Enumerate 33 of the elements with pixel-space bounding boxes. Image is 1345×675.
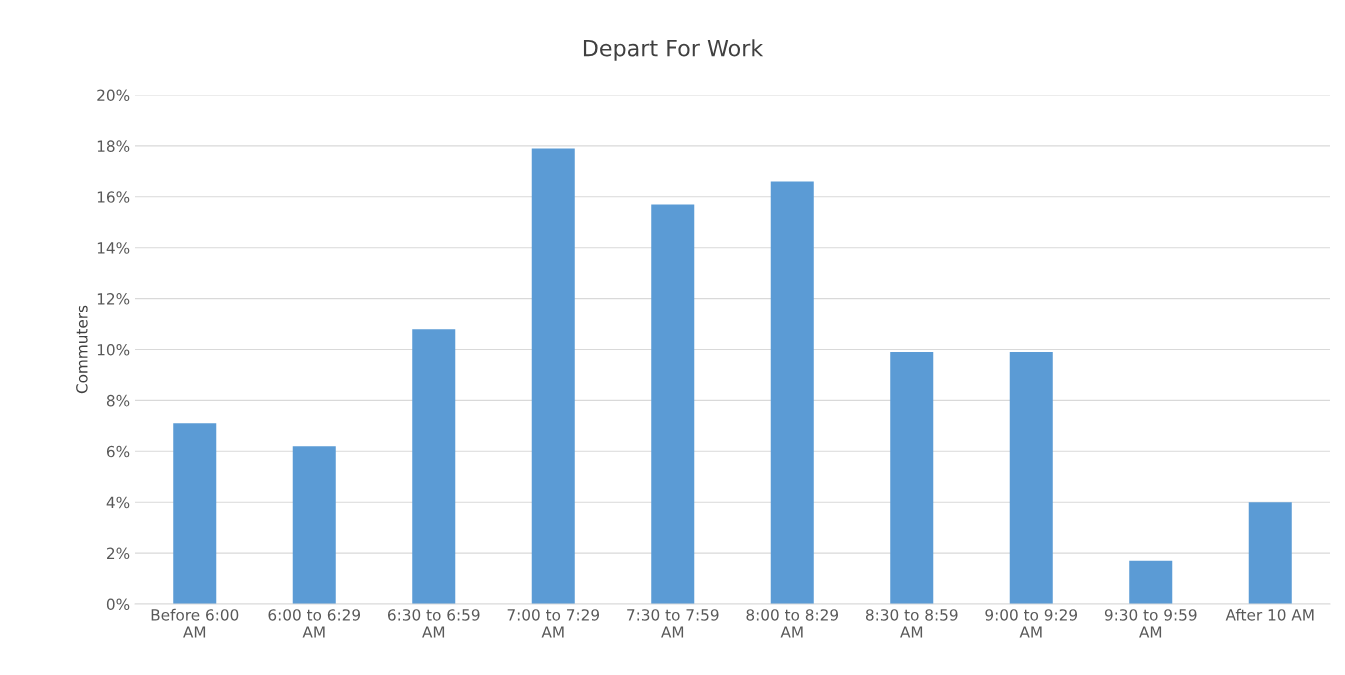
chart-title: Depart For Work [583,39,764,61]
y-tick-label: 4% [106,496,130,509]
y-tick-label: 2% [107,547,130,560]
y-tick-label: 14% [97,242,130,254]
bar [412,329,456,604]
x-tick-label: 9:00 to 9:29 AM [985,609,1078,638]
y-tick-label: 12% [97,293,130,305]
x-tick-label: 9:30 to 9:59 AM [1104,609,1197,638]
bar [770,181,814,604]
bar [292,446,336,604]
bar [651,204,695,604]
bar [890,352,934,604]
y-tick-label: 10% [97,343,130,356]
bar [1129,560,1173,604]
y-tick-label: 6% [106,445,130,458]
y-tick-label: 0% [106,598,130,611]
bar [1248,502,1292,604]
x-tick-label: 8:00 to 8:29 AM [746,609,839,638]
y-tick-label: 16% [97,191,130,203]
x-tick-label: 8:30 to 8:59 AM [865,609,958,638]
y-tick-label: 8% [106,394,130,407]
x-tick-label: Before 6:00 AM [151,608,239,638]
bar [173,423,217,604]
y-tick-label: 20% [97,89,130,102]
x-tick-label: 7:00 to 7:29 AM [507,609,600,638]
x-tick-label: 6:30 to 6:59 AM [387,609,480,638]
y-axis-title: Commuters [76,305,88,394]
x-tick-label: 6:00 to 6:29 AM [268,609,361,638]
bar [531,148,575,604]
x-tick-label: After 10 AM [1225,608,1314,621]
x-tick-label: 7:30 to 7:59 AM [627,609,719,638]
y-tick-label: 18% [97,140,130,152]
bar [1009,352,1053,604]
